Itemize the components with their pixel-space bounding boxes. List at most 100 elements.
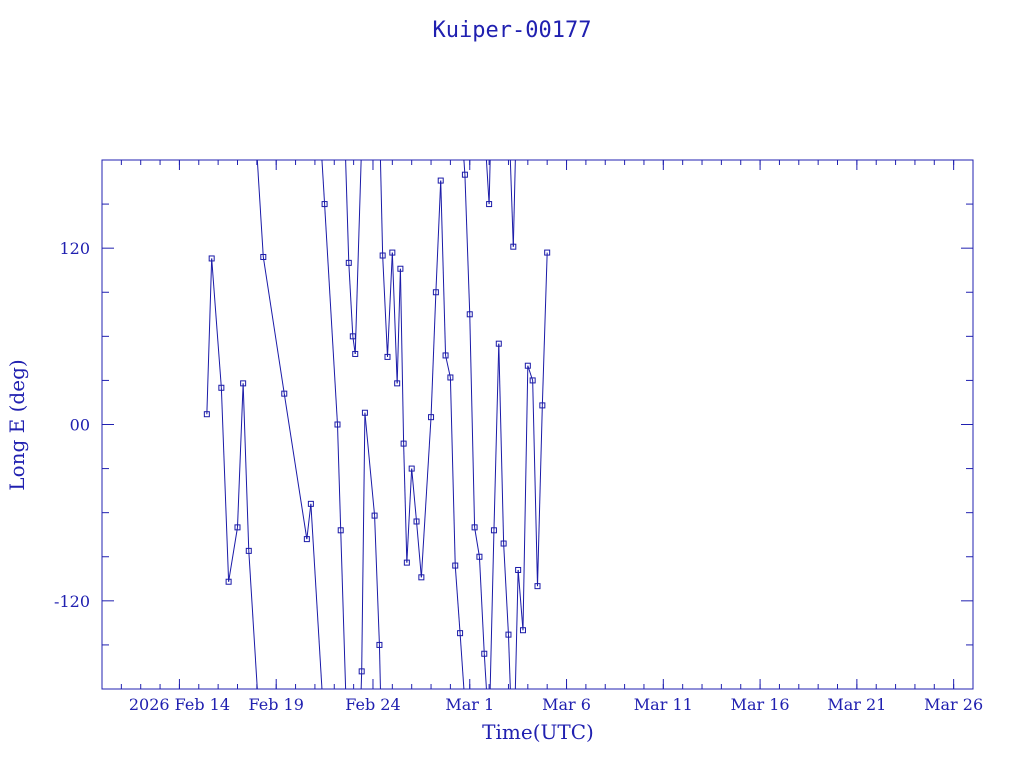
axis-ticks (101, 160, 974, 689)
data-point-marker (486, 201, 493, 208)
series-segment (503, 543, 509, 635)
data-point-marker (413, 518, 420, 525)
data-point-marker (208, 255, 215, 262)
data-point-marker (234, 524, 241, 531)
series-segment (348, 262, 354, 337)
series-segment (430, 292, 437, 418)
series-segment (361, 412, 366, 672)
data-point-marker (408, 465, 415, 472)
series-segment (416, 521, 422, 578)
series-segment (489, 530, 495, 689)
series-segment (440, 180, 447, 356)
data-point-marker (519, 627, 526, 634)
x-tick-label: Mar 16 (731, 695, 790, 714)
data-point-marker (245, 547, 252, 554)
series-segment (340, 530, 347, 689)
series-segment (509, 160, 514, 247)
data-point-marker (529, 377, 536, 384)
series-segment (306, 503, 312, 540)
x-tick-label: Mar 11 (634, 695, 693, 714)
series-segment (420, 417, 432, 578)
x-tick-label: Mar 1 (445, 695, 494, 714)
data-point-marker (260, 253, 267, 260)
y-tick-label: 00 (70, 416, 90, 435)
series-segment (379, 160, 384, 256)
data-point-marker (225, 578, 232, 585)
data-point-marker (349, 333, 356, 340)
data-point-marker (524, 362, 531, 369)
data-point-marker (418, 574, 425, 581)
x-tick-label: Mar 26 (924, 695, 983, 714)
series-segment (483, 653, 487, 689)
data-point-marker (307, 500, 314, 507)
data-point-marker (321, 201, 328, 208)
data-point-marker (240, 380, 247, 387)
data-point-marker (303, 536, 310, 543)
data-point-marker (358, 668, 365, 675)
series-segment (403, 443, 408, 563)
series-segment (283, 393, 308, 540)
series-segment (236, 383, 244, 528)
series-segment (459, 633, 465, 689)
series-segment (435, 180, 442, 293)
series-segment (378, 644, 381, 689)
series-segment (256, 160, 264, 258)
series-segment (449, 377, 456, 566)
series-segment (386, 252, 393, 357)
series-segment (488, 160, 491, 205)
data-point-marker (334, 421, 341, 428)
data-point-marker (442, 352, 449, 359)
series-segment (485, 160, 490, 205)
series-segment (354, 160, 362, 354)
series-segment (364, 412, 376, 516)
data-point-marker (376, 641, 383, 648)
data-point-marker (515, 566, 522, 573)
data-point-marker (428, 414, 435, 421)
data-point-marker (505, 631, 512, 638)
x-tick-label: Mar 21 (827, 695, 886, 714)
data-point-marker (461, 171, 468, 178)
series-segment (220, 387, 230, 582)
series-segment (507, 634, 511, 689)
axis-tick-labels: 2026 Feb 14 Feb 19 Feb 24 Mar 1 Mar 6 Mar 11 M… (54, 239, 983, 714)
series-segment (248, 550, 258, 689)
data-point-marker (384, 353, 391, 360)
series-segment (242, 383, 250, 551)
data-point-marker (403, 559, 410, 566)
series-segment (399, 268, 405, 444)
data-point-marker (447, 374, 454, 381)
data-point-marker (500, 540, 507, 547)
data-point-marker (400, 440, 407, 447)
data-point-marker (281, 390, 288, 397)
series-segment (522, 365, 529, 631)
data-point-marker (476, 553, 483, 560)
data-point-marker (379, 252, 386, 259)
series-segment (517, 569, 524, 631)
series-segment (406, 468, 413, 563)
data-point-marker (337, 527, 344, 534)
series-lines (206, 160, 548, 689)
data-point-marker (397, 265, 404, 272)
series-segment (532, 380, 538, 587)
x-tick-label: Feb 19 (249, 695, 304, 714)
series-segment (324, 204, 338, 425)
series-segment (345, 160, 350, 263)
data-point-marker (389, 249, 396, 256)
series-segment (382, 255, 388, 357)
series-group (203, 160, 551, 689)
series-segment (512, 160, 516, 247)
series-segment (454, 565, 461, 634)
plot-frame (101, 159, 974, 690)
series-segment (469, 314, 476, 528)
series-segment (537, 405, 543, 587)
data-point-marker (452, 562, 459, 569)
series-segment (514, 569, 519, 689)
data-point-marker (345, 259, 352, 266)
data-point-marker (457, 630, 464, 637)
data-point-marker (437, 177, 444, 184)
data-point-marker (394, 380, 401, 387)
series-segment (411, 468, 418, 522)
series-segment (310, 503, 323, 689)
data-point-marker (471, 524, 478, 531)
